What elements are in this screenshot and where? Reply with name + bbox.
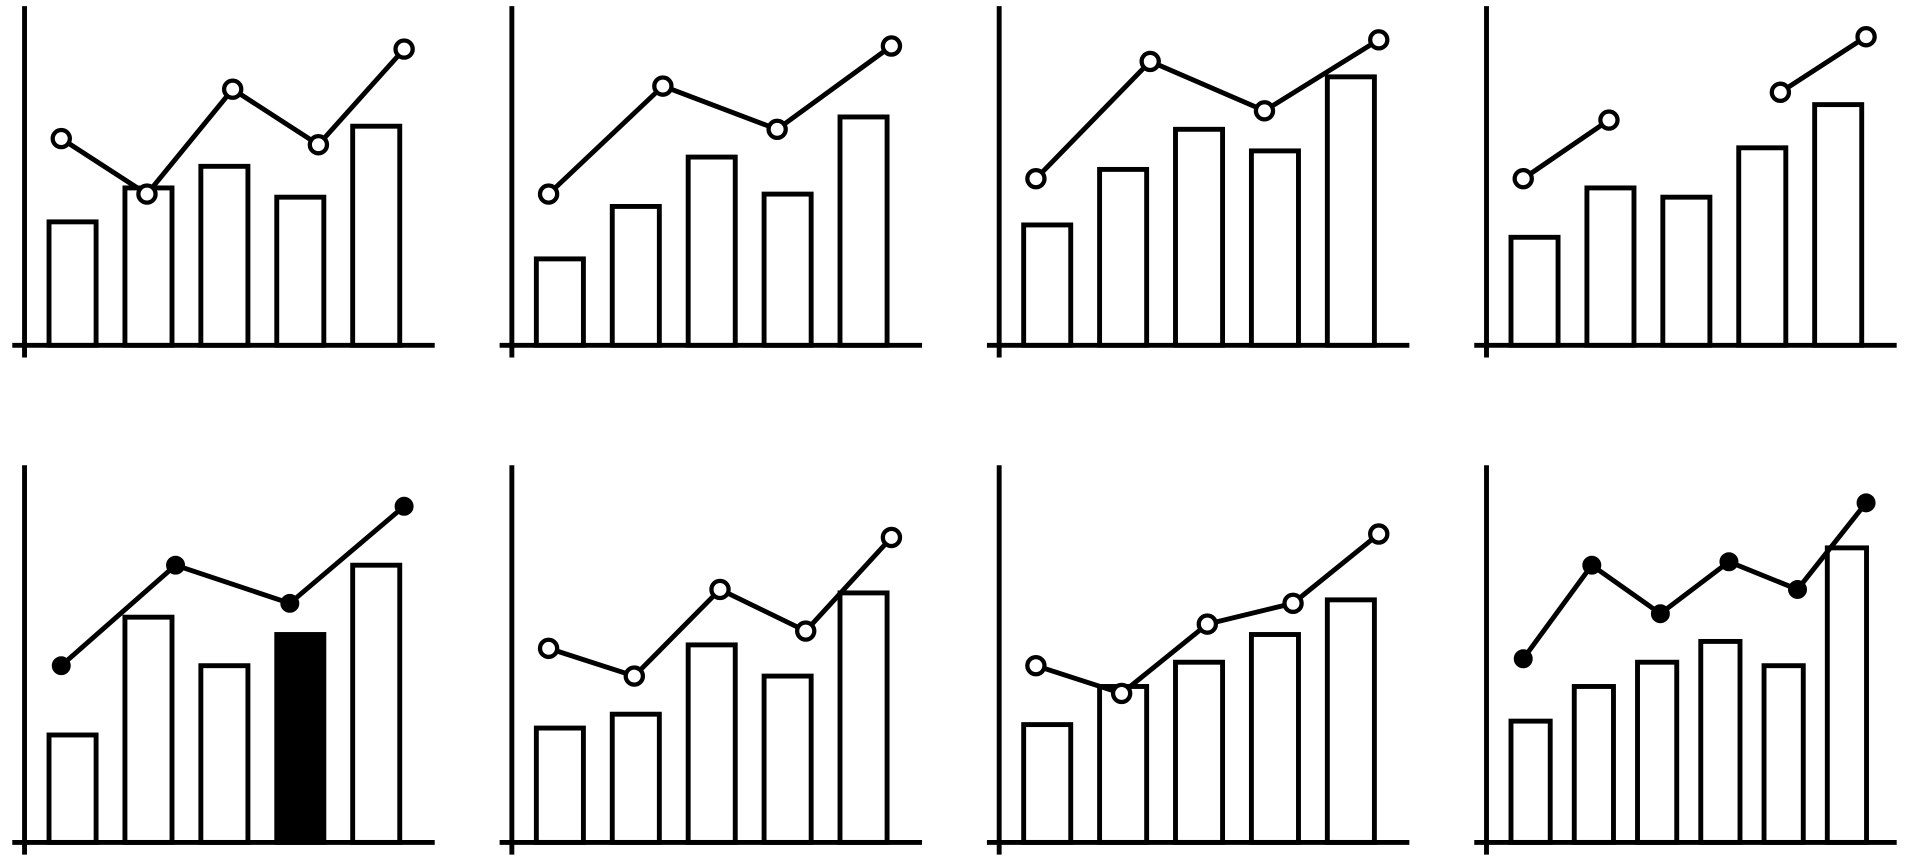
bar <box>122 614 175 845</box>
bar <box>1584 185 1637 348</box>
line-point <box>652 75 674 97</box>
bar <box>1824 545 1869 845</box>
bar <box>1173 659 1226 845</box>
line-point <box>1253 100 1276 122</box>
line-point <box>1582 555 1602 575</box>
bar <box>46 732 99 845</box>
line-point <box>880 526 903 549</box>
line-point <box>623 665 646 687</box>
line-point <box>1598 109 1620 131</box>
bar <box>837 590 890 845</box>
bar <box>1660 194 1713 348</box>
bar <box>122 185 175 348</box>
line-point <box>1368 523 1390 545</box>
bar <box>350 562 403 845</box>
line-point <box>136 183 158 205</box>
bar <box>198 663 251 845</box>
trend-line <box>546 44 893 196</box>
line-point <box>1025 167 1047 190</box>
trend-line <box>59 504 406 668</box>
line-point <box>1139 50 1161 73</box>
line-point <box>1025 654 1047 677</box>
bar <box>1571 684 1616 845</box>
bar <box>609 711 662 845</box>
line-point <box>1282 592 1304 615</box>
line-point <box>1196 613 1219 635</box>
bar <box>533 725 586 845</box>
line-point <box>709 578 731 601</box>
line-point <box>1110 682 1133 705</box>
bar <box>761 191 814 348</box>
bar <box>1635 659 1680 845</box>
bar <box>533 256 586 348</box>
trend-line <box>1521 34 1868 181</box>
line-point <box>1769 81 1792 103</box>
line-point <box>1513 649 1533 669</box>
line-point <box>1368 29 1390 51</box>
bar <box>46 219 99 348</box>
bar <box>1021 222 1074 348</box>
line-point <box>280 593 300 613</box>
bar <box>761 673 814 845</box>
line-point <box>1856 493 1876 513</box>
line-point <box>795 620 817 642</box>
bar <box>1324 74 1377 348</box>
bar <box>685 154 738 348</box>
bar <box>274 632 327 845</box>
line-point <box>1719 552 1739 572</box>
bar <box>1508 718 1553 845</box>
line-point <box>880 35 903 57</box>
bar <box>1736 145 1789 348</box>
line-point <box>51 656 71 676</box>
line-point <box>1512 167 1534 190</box>
line-point <box>166 555 186 575</box>
bar <box>837 114 890 348</box>
bar <box>1173 126 1226 348</box>
bar <box>350 123 403 348</box>
line-point <box>221 78 244 100</box>
line-point <box>50 127 72 150</box>
trend-line <box>1521 501 1868 661</box>
line-point <box>307 134 330 156</box>
line-point <box>537 637 560 660</box>
line-point <box>766 118 788 141</box>
line-point <box>394 496 414 516</box>
bar <box>198 163 251 348</box>
bar <box>1097 684 1150 845</box>
bar <box>1812 102 1865 348</box>
line-point <box>393 38 415 60</box>
bar <box>609 203 662 348</box>
bar <box>1324 597 1377 845</box>
bar <box>274 194 327 348</box>
line-point <box>1855 26 1877 48</box>
bar <box>1248 148 1301 348</box>
line-point <box>1788 579 1808 599</box>
bar <box>1761 663 1806 845</box>
trend-line <box>1034 37 1381 181</box>
line-point <box>537 183 560 205</box>
bar <box>1698 638 1743 845</box>
bar <box>1021 722 1074 845</box>
bar <box>685 642 738 845</box>
bar <box>1097 166 1150 348</box>
bar <box>1508 234 1561 348</box>
line-point <box>1650 604 1670 624</box>
bar <box>1248 632 1301 845</box>
